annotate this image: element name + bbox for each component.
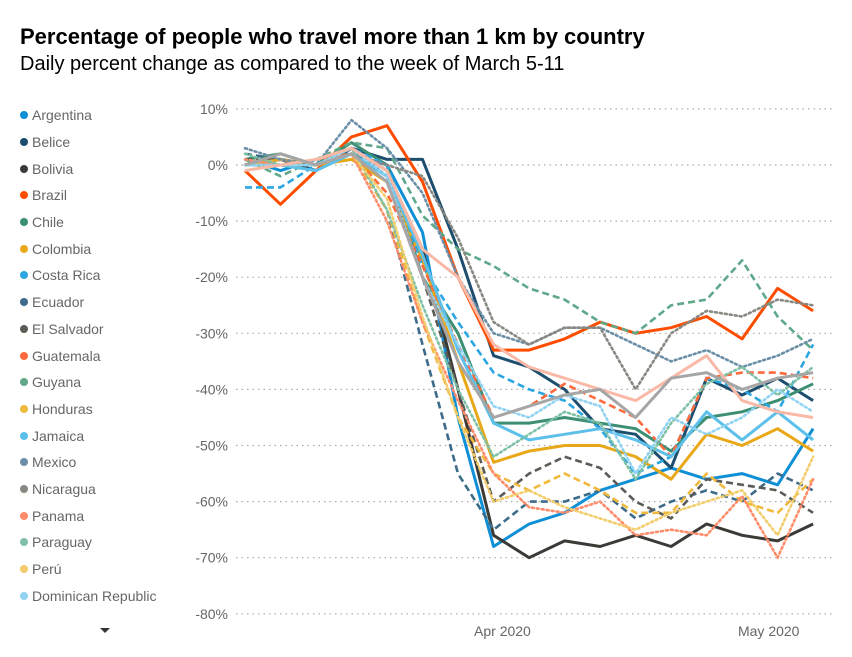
legend-item[interactable]: Paraguay	[20, 529, 157, 556]
y-tick-label: -80%	[195, 606, 228, 622]
legend-label: Jamaica	[32, 427, 85, 444]
legend-item[interactable]: Argentina	[20, 102, 157, 129]
legend-item[interactable]: Mexico	[20, 449, 157, 476]
series-line-nicaragua	[243, 152, 815, 391]
legend-item[interactable]: El Salvador	[20, 316, 157, 343]
series-line-belice	[244, 146, 814, 470]
series-line-panama	[243, 152, 815, 560]
series-line-unlabeled-19	[244, 146, 814, 419]
legend-dot-icon	[20, 591, 28, 600]
series-line-el-salvador	[245, 146, 814, 520]
legend-dot-icon	[20, 298, 28, 307]
legend-label: Guatemala	[32, 347, 101, 364]
y-tick-label: -70%	[195, 550, 228, 566]
y-tick-label: -20%	[195, 269, 228, 285]
legend-item[interactable]: Perú	[20, 556, 157, 583]
series-line-colombia	[244, 157, 814, 481]
legend-dot-icon	[20, 324, 28, 333]
legend-dot-icon	[20, 271, 28, 280]
series-line-dominican-republic	[243, 146, 815, 475]
legend-label: Ecuador	[32, 294, 85, 311]
legend-item[interactable]: Ecuador	[20, 289, 157, 316]
legend-dot-icon	[20, 511, 28, 520]
legend-dot-icon	[20, 351, 28, 360]
legend-label: Dominican Republic	[32, 587, 157, 604]
legend-label: Argentina	[32, 107, 92, 124]
legend-dot-icon	[20, 431, 28, 440]
legend-dot-icon	[20, 138, 28, 147]
series-line-unlabeled-20	[244, 152, 814, 419]
y-tick-label: -10%	[195, 213, 228, 229]
legend-dot-icon	[20, 164, 28, 173]
legend-item[interactable]: Brazil	[20, 182, 157, 209]
legend-label: Chile	[32, 214, 64, 231]
y-tick-label: -60%	[195, 494, 228, 510]
legend-dot-icon	[20, 218, 28, 227]
y-tick-label: -50%	[195, 438, 228, 454]
legend-item[interactable]: Chile	[20, 209, 157, 236]
legend-item[interactable]: Costa Rica	[20, 262, 157, 289]
series-line-guatemala	[244, 152, 814, 459]
legend-label: Costa Rica	[32, 267, 101, 284]
legend-dot-icon	[20, 191, 28, 200]
legend-item[interactable]: Bolivia	[20, 155, 157, 182]
x-tick-label: May 2020	[738, 623, 800, 639]
legend-dot-icon	[20, 484, 28, 493]
legend-dot-icon	[20, 538, 28, 547]
legend-scroll-down-icon[interactable]	[100, 628, 110, 633]
legend-dot-icon	[20, 378, 28, 387]
legend-label: Paraguay	[32, 534, 92, 551]
legend-label: Panama	[32, 507, 85, 524]
legend-item[interactable]: Nicaragua	[20, 476, 157, 503]
legend-label: El Salvador	[32, 320, 104, 337]
legend-item[interactable]: Jamaica	[20, 422, 157, 449]
series-line-jamaica	[245, 152, 815, 459]
chart-title: Percentage of people who travel more tha…	[20, 24, 645, 49]
legend-item[interactable]: Guyana	[20, 369, 157, 396]
y-tick-label: 10%	[200, 101, 228, 117]
legend-label: Honduras	[32, 400, 93, 417]
legend-item[interactable]: Colombia	[20, 235, 157, 262]
y-tick-label: -40%	[195, 381, 228, 397]
legend-item[interactable]: Guatemala	[20, 342, 157, 369]
chart-subtitle: Daily percent change as compared to the …	[20, 53, 565, 75]
y-tick-label: -30%	[195, 325, 228, 341]
legend-dot-icon	[20, 458, 28, 467]
legend-item[interactable]: Belice	[20, 129, 157, 156]
legend-dot-icon	[20, 404, 28, 413]
y-tick-label: 0%	[208, 157, 228, 173]
legend-label: Brazil	[32, 187, 68, 204]
legend-dot-icon	[20, 565, 28, 574]
legend-label: Mexico	[32, 454, 77, 471]
x-tick-label: Apr 2020	[474, 623, 531, 639]
legend-label: Guyana	[32, 374, 82, 391]
legend: Argentina Belice Bolivia Brazil Chile Colombi…	[20, 102, 157, 609]
legend-label: Perú	[32, 561, 62, 578]
legend-item[interactable]: Dominican Republic	[20, 582, 157, 609]
legend-label: Bolivia	[32, 160, 74, 177]
series-line-chile	[244, 141, 814, 453]
legend-dot-icon	[20, 244, 28, 253]
legend-label: Belice	[32, 134, 71, 151]
legend-item[interactable]: Honduras	[20, 396, 157, 423]
legend-label: Colombia	[32, 240, 92, 257]
legend-item[interactable]: Panama	[20, 502, 157, 529]
series-line-guyana	[244, 141, 814, 352]
legend-dot-icon	[20, 111, 28, 120]
legend-label: Nicaragua	[32, 480, 96, 497]
